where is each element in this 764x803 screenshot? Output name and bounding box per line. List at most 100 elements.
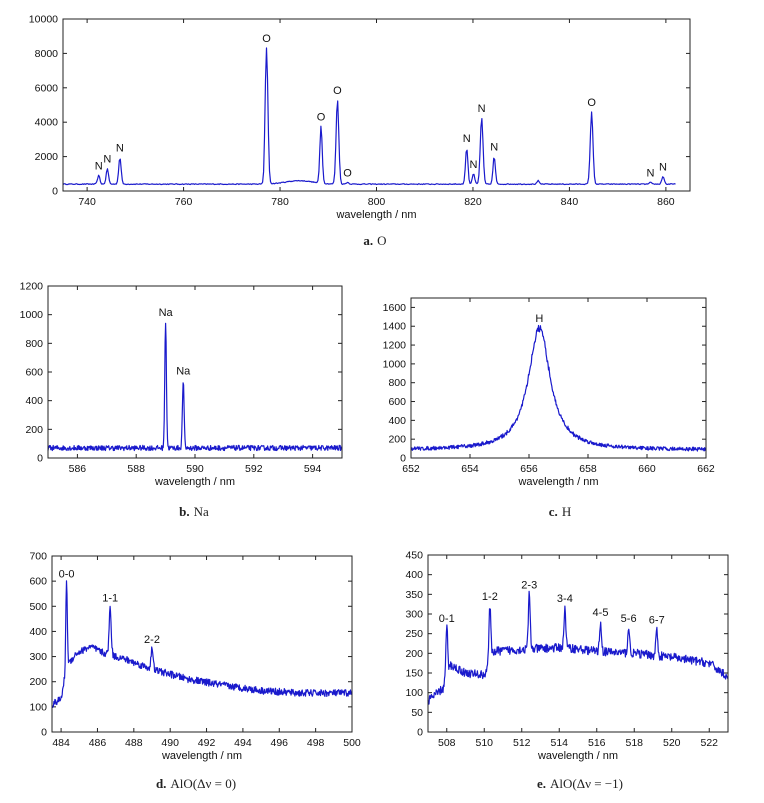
y-tick-label: 1200 bbox=[383, 340, 407, 352]
x-tick-label: 492 bbox=[198, 737, 216, 749]
y-tick-label: 200 bbox=[405, 648, 423, 660]
y-tick-label: 700 bbox=[29, 551, 47, 563]
peak-label: O bbox=[343, 167, 352, 179]
x-axis-label: wavelength / nm bbox=[517, 476, 598, 488]
panel-species: AlO(Δν = 0) bbox=[170, 776, 236, 791]
y-tick-label: 8000 bbox=[35, 48, 59, 60]
x-tick-label: 510 bbox=[475, 737, 493, 749]
spectrum-trace bbox=[410, 324, 707, 452]
peak-label: 0-0 bbox=[59, 569, 75, 581]
x-axis-label: wavelength / nm bbox=[154, 476, 235, 488]
y-tick-label: 0 bbox=[41, 727, 47, 739]
x-axis-label: wavelength / nm bbox=[335, 209, 416, 221]
panel-caption: e. AlO(Δν = −1) bbox=[537, 776, 623, 791]
peak-label: H bbox=[535, 313, 543, 325]
panel-caption: c. H bbox=[549, 504, 571, 519]
x-tick-label: 500 bbox=[343, 737, 361, 749]
panel-letter: c. bbox=[549, 504, 558, 519]
panel-caption: b. Na bbox=[179, 504, 209, 519]
x-tick-label: 860 bbox=[657, 196, 675, 208]
y-tick-label: 50 bbox=[411, 707, 423, 719]
x-tick-label: 820 bbox=[464, 196, 482, 208]
y-tick-label: 1200 bbox=[20, 281, 44, 293]
x-tick-label: 516 bbox=[588, 737, 606, 749]
peak-label: 0-1 bbox=[439, 613, 455, 625]
x-tick-label: 662 bbox=[697, 463, 715, 475]
peak-label: N bbox=[103, 154, 111, 166]
panel-species: Na bbox=[194, 504, 209, 519]
y-tick-label: 1000 bbox=[383, 358, 407, 370]
y-tick-label: 500 bbox=[29, 601, 47, 613]
peak-label: N bbox=[646, 167, 654, 179]
x-tick-label: 512 bbox=[513, 737, 531, 749]
y-tick-label: 250 bbox=[405, 628, 423, 640]
peak-label: 1-1 bbox=[102, 593, 118, 605]
peak-label: O bbox=[262, 33, 271, 45]
y-tick-label: 0 bbox=[52, 186, 58, 198]
x-tick-label: 840 bbox=[561, 196, 579, 208]
y-tick-label: 1600 bbox=[383, 302, 407, 314]
panel-species: O bbox=[377, 233, 386, 248]
peak-label: 2-3 bbox=[521, 579, 537, 591]
plot-frame bbox=[47, 285, 343, 459]
y-tick-label: 1000 bbox=[20, 309, 44, 321]
peak-label: O bbox=[317, 112, 326, 124]
y-tick-label: 10000 bbox=[29, 14, 58, 26]
y-tick-label: 300 bbox=[29, 651, 47, 663]
y-tick-label: 400 bbox=[405, 569, 423, 581]
x-tick-label: 508 bbox=[438, 737, 456, 749]
y-tick-label: 600 bbox=[29, 576, 47, 588]
peak-label: N bbox=[463, 133, 471, 145]
spectrum-trace bbox=[427, 590, 729, 705]
plot-frame bbox=[427, 554, 729, 733]
panel-species: AlO(Δν = −1) bbox=[550, 776, 623, 791]
x-tick-label: 486 bbox=[89, 737, 107, 749]
x-tick-label: 514 bbox=[550, 737, 568, 749]
plot-frame bbox=[410, 297, 707, 459]
x-tick-label: 654 bbox=[461, 463, 479, 475]
panel-letter: a. bbox=[363, 233, 373, 248]
peak-label: 3-4 bbox=[557, 593, 573, 605]
peak-label: N bbox=[469, 159, 477, 171]
peak-label: 6-7 bbox=[649, 615, 665, 627]
y-tick-label: 200 bbox=[25, 424, 43, 436]
peak-label: N bbox=[478, 103, 486, 115]
x-tick-label: 592 bbox=[245, 463, 263, 475]
x-tick-label: 488 bbox=[125, 737, 143, 749]
peak-label: N bbox=[95, 161, 103, 173]
x-tick-label: 740 bbox=[78, 196, 96, 208]
y-tick-label: 400 bbox=[25, 395, 43, 407]
y-tick-label: 800 bbox=[388, 377, 406, 389]
panel-letter: d. bbox=[156, 776, 166, 791]
x-tick-label: 496 bbox=[271, 737, 289, 749]
y-tick-label: 200 bbox=[388, 434, 406, 446]
x-tick-label: 520 bbox=[663, 737, 681, 749]
x-tick-label: 586 bbox=[69, 463, 87, 475]
panel-letter: e. bbox=[537, 776, 546, 791]
panel-caption: a. O bbox=[363, 233, 386, 248]
spectrum-trace bbox=[47, 322, 343, 452]
y-tick-label: 100 bbox=[29, 701, 47, 713]
panel-caption: d. AlO(Δν = 0) bbox=[156, 776, 236, 791]
peak-label: 5-6 bbox=[621, 613, 637, 625]
chart-b: 586 588 590 592 594 0 200 400 600 800 1000 1200 Na Na… bbox=[20, 281, 343, 519]
y-tick-label: 400 bbox=[29, 626, 47, 638]
peak-label: N bbox=[490, 142, 498, 154]
y-tick-label: 600 bbox=[388, 396, 406, 408]
y-tick-label: 800 bbox=[25, 338, 43, 350]
x-tick-label: 590 bbox=[186, 463, 204, 475]
y-tick-label: 300 bbox=[405, 609, 423, 621]
x-tick-label: 594 bbox=[304, 463, 322, 475]
x-tick-label: 490 bbox=[161, 737, 179, 749]
chart-a: 740 760 780 800 820 840 860 0 2000 4000 6000 8000 10… bbox=[29, 14, 691, 248]
spectrum-trace bbox=[62, 47, 676, 186]
peak-label: 2-2 bbox=[144, 634, 160, 646]
x-axis-label: wavelength / nm bbox=[161, 750, 242, 762]
peak-label: 1-2 bbox=[482, 591, 498, 603]
x-tick-label: 658 bbox=[579, 463, 597, 475]
plot-frame bbox=[62, 18, 691, 192]
peak-label: Na bbox=[159, 307, 174, 319]
x-tick-label: 800 bbox=[368, 196, 386, 208]
x-tick-label: 518 bbox=[625, 737, 643, 749]
